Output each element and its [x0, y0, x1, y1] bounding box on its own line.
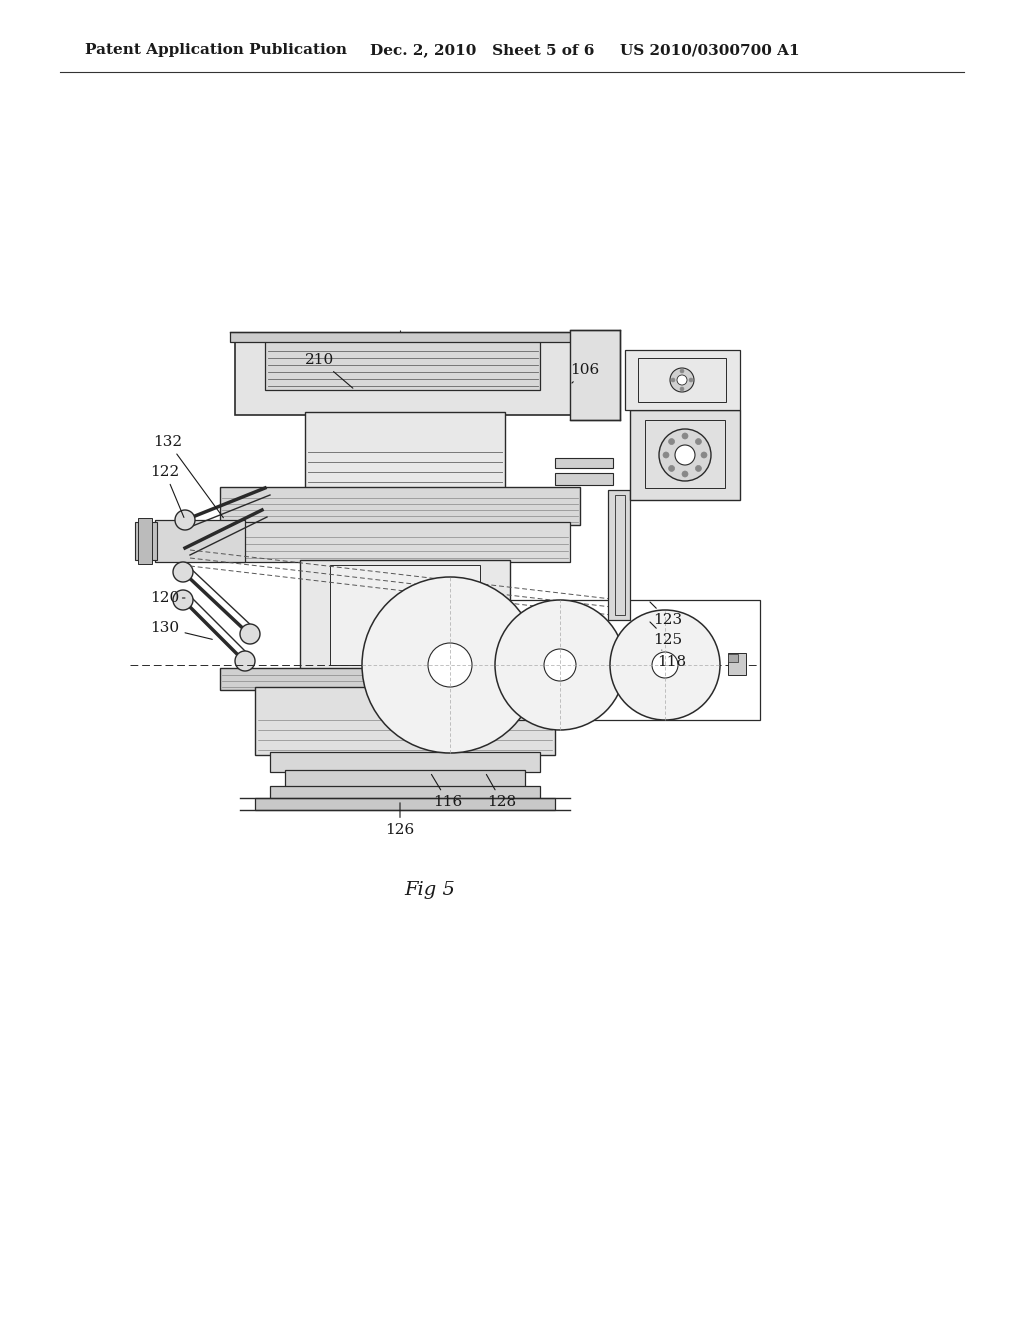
- Circle shape: [234, 651, 255, 671]
- Text: 116: 116: [431, 775, 463, 809]
- Bar: [255, 799, 555, 810]
- Circle shape: [362, 577, 538, 752]
- Circle shape: [669, 438, 675, 445]
- Circle shape: [675, 445, 695, 465]
- Bar: [625, 350, 740, 411]
- Circle shape: [544, 649, 575, 681]
- Bar: [255, 686, 555, 755]
- Bar: [645, 420, 725, 488]
- Text: 210: 210: [305, 352, 353, 388]
- Bar: [608, 490, 630, 620]
- Bar: [330, 565, 480, 665]
- Bar: [270, 752, 540, 772]
- Text: US 2010/0300700 A1: US 2010/0300700 A1: [620, 44, 800, 57]
- Text: 123: 123: [650, 602, 683, 627]
- Circle shape: [689, 378, 693, 381]
- Bar: [570, 330, 620, 420]
- Circle shape: [682, 471, 688, 477]
- Circle shape: [659, 429, 711, 480]
- Circle shape: [680, 370, 684, 374]
- Circle shape: [652, 652, 678, 678]
- Text: 126: 126: [385, 803, 415, 837]
- Bar: [138, 517, 152, 564]
- Bar: [135, 521, 157, 560]
- Bar: [728, 653, 746, 675]
- Text: Dec. 2, 2010   Sheet 5 of 6: Dec. 2, 2010 Sheet 5 of 6: [370, 44, 594, 57]
- Bar: [630, 411, 740, 500]
- Bar: [285, 770, 525, 787]
- Text: 130: 130: [151, 620, 212, 639]
- Text: 122: 122: [151, 465, 184, 517]
- Circle shape: [677, 375, 687, 385]
- Text: 125: 125: [650, 622, 683, 647]
- Bar: [220, 668, 580, 690]
- Bar: [270, 785, 540, 800]
- Circle shape: [173, 590, 193, 610]
- Text: 132: 132: [154, 436, 223, 517]
- Bar: [555, 458, 613, 469]
- Circle shape: [701, 451, 707, 458]
- Text: Fig 5: Fig 5: [404, 880, 456, 899]
- Text: Patent Application Publication: Patent Application Publication: [85, 44, 347, 57]
- Text: 106: 106: [570, 363, 600, 383]
- Circle shape: [695, 466, 701, 471]
- Circle shape: [695, 438, 701, 445]
- Text: 118: 118: [657, 651, 686, 669]
- Bar: [300, 560, 510, 671]
- Bar: [265, 335, 540, 389]
- Circle shape: [680, 387, 684, 391]
- Circle shape: [428, 643, 472, 686]
- Circle shape: [610, 610, 720, 719]
- Circle shape: [663, 451, 669, 458]
- Circle shape: [175, 510, 195, 531]
- Circle shape: [240, 624, 260, 644]
- Bar: [234, 521, 570, 562]
- Bar: [234, 335, 580, 414]
- Circle shape: [670, 368, 694, 392]
- Bar: [305, 412, 505, 490]
- Bar: [615, 495, 625, 615]
- Circle shape: [669, 466, 675, 471]
- Circle shape: [682, 433, 688, 440]
- Bar: [638, 358, 726, 403]
- Circle shape: [671, 378, 675, 381]
- Circle shape: [495, 601, 625, 730]
- Circle shape: [173, 562, 193, 582]
- Bar: [220, 487, 580, 525]
- Text: 120: 120: [151, 591, 185, 605]
- Text: 128: 128: [486, 775, 516, 809]
- Bar: [155, 520, 245, 562]
- Bar: [555, 473, 613, 484]
- Bar: [230, 333, 590, 342]
- Bar: [728, 653, 738, 663]
- Bar: [390, 601, 760, 719]
